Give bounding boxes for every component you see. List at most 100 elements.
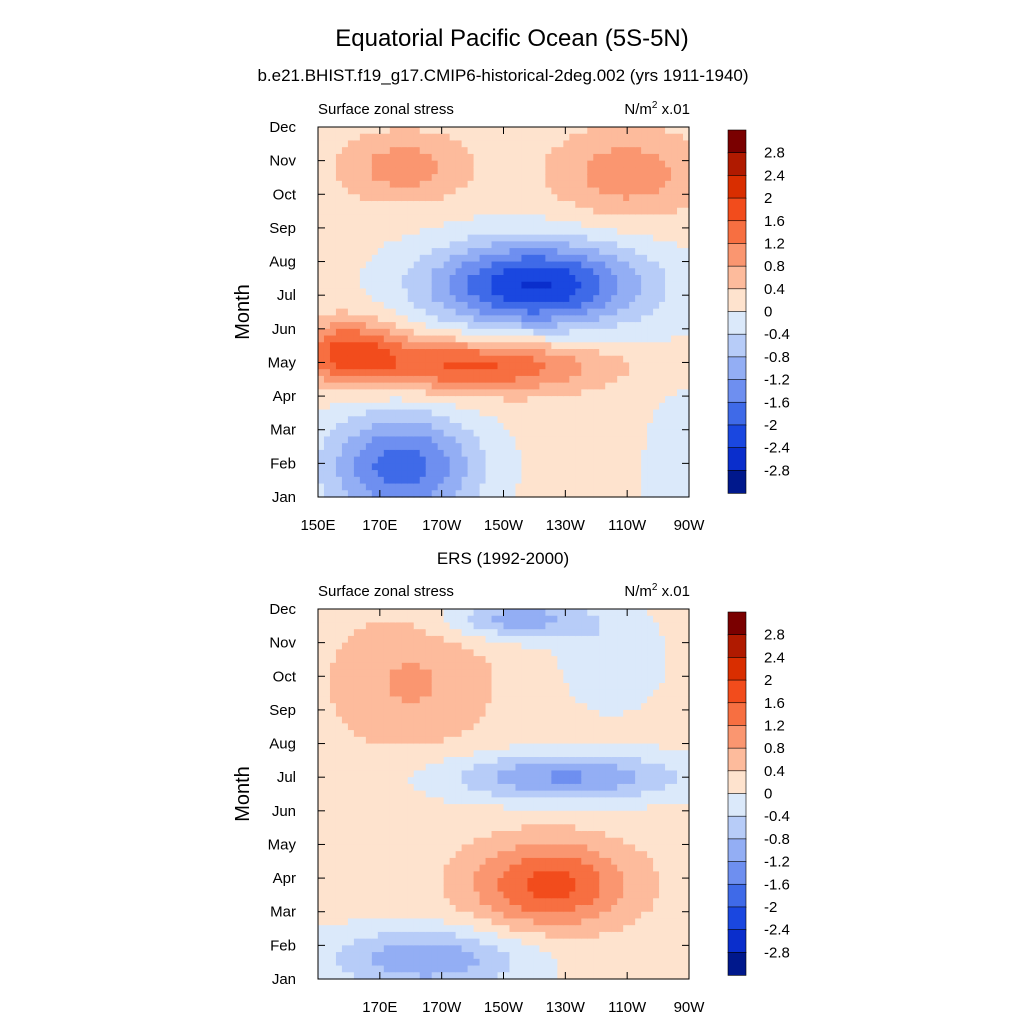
contour-cell xyxy=(377,763,385,772)
contour-cell xyxy=(509,349,517,357)
contour-cell xyxy=(365,952,373,960)
contour-cell xyxy=(641,221,648,229)
contour-cell xyxy=(419,851,427,859)
contour-cell xyxy=(611,463,618,471)
contour-cell xyxy=(335,878,343,886)
contour-cell xyxy=(371,783,379,792)
contour-cell xyxy=(323,221,331,229)
contour-cell xyxy=(365,810,373,819)
contour-cell xyxy=(617,322,624,330)
contour-cell xyxy=(443,770,451,778)
contour-cell xyxy=(377,864,385,872)
contour-cell xyxy=(371,201,379,209)
contour-cell xyxy=(329,676,337,684)
contour-cell xyxy=(515,133,523,142)
contour-cell xyxy=(347,416,355,424)
contour-cell xyxy=(365,490,373,498)
contour-cell xyxy=(318,635,325,644)
contour-cell xyxy=(365,615,373,624)
contour-cell xyxy=(557,449,564,458)
contour-cell xyxy=(455,683,463,691)
contour-cell xyxy=(569,369,576,377)
contour-cell xyxy=(335,275,343,283)
contour-cell xyxy=(329,463,337,471)
contour-cell xyxy=(365,221,373,229)
contour-cell xyxy=(647,180,654,189)
contour-cell xyxy=(461,301,469,310)
contour-cell xyxy=(413,635,421,644)
contour-cell xyxy=(617,375,624,384)
contour-cell xyxy=(371,429,379,438)
contour-cell xyxy=(318,905,325,913)
contour-cell xyxy=(347,167,355,175)
contour-cell xyxy=(443,268,451,276)
contour-cell xyxy=(533,301,540,310)
contour-cell xyxy=(635,355,642,364)
contour-cell xyxy=(407,180,415,189)
contour-cell xyxy=(365,342,373,350)
contour-cell xyxy=(461,878,469,886)
contour-cell xyxy=(545,476,552,485)
contour-cell xyxy=(437,642,445,650)
contour-cell xyxy=(623,463,630,471)
contour-cell xyxy=(353,831,361,839)
contour-cell xyxy=(473,281,481,290)
contour-cell xyxy=(407,490,415,498)
contour-cell xyxy=(509,261,517,269)
contour-cell xyxy=(467,241,475,249)
contour-cell xyxy=(389,389,397,397)
contour-cell xyxy=(461,797,469,805)
contour-cell xyxy=(371,905,379,913)
contour-cell xyxy=(527,248,535,256)
contour-cell xyxy=(347,945,355,953)
contour-cell xyxy=(635,301,642,310)
contour-cell xyxy=(593,254,600,263)
contour-cell xyxy=(425,817,433,825)
contour-cell xyxy=(341,609,349,617)
contour-cell xyxy=(551,221,558,229)
contour-cell xyxy=(629,234,636,242)
contour-cell xyxy=(377,443,385,451)
contour-cell xyxy=(461,662,469,671)
contour-cell xyxy=(395,656,403,664)
contour-cell xyxy=(377,241,385,249)
contour-cell xyxy=(461,723,469,731)
contour-cell xyxy=(347,281,355,290)
contour-cell xyxy=(401,234,409,242)
contour-cell xyxy=(365,804,373,812)
contour-cell xyxy=(353,268,361,276)
contour-cell xyxy=(575,476,582,485)
contour-cell xyxy=(527,167,535,175)
contour-cell xyxy=(575,308,582,316)
contour-cell xyxy=(527,214,535,222)
contour-cell xyxy=(461,965,469,973)
contour-cell xyxy=(467,763,475,772)
contour-cell xyxy=(407,308,415,316)
contour-cell xyxy=(329,180,337,189)
contour-cell xyxy=(527,402,535,411)
contour-cell xyxy=(683,288,690,296)
contour-cell xyxy=(473,891,481,899)
contour-cell xyxy=(443,905,451,913)
contour-cell xyxy=(671,490,678,498)
contour-cell xyxy=(629,187,636,195)
contour-cell xyxy=(641,133,648,142)
contour-cell xyxy=(329,844,337,852)
contour-cell xyxy=(383,261,391,269)
contour-cell xyxy=(449,891,457,899)
contour-cell xyxy=(467,201,475,209)
contour-cell xyxy=(401,958,409,967)
contour-cell xyxy=(371,817,379,825)
contour-cell xyxy=(455,743,463,751)
contour-cell xyxy=(581,281,588,290)
contour-cell xyxy=(467,268,475,276)
contour-cell xyxy=(635,160,642,168)
contour-cell xyxy=(347,696,355,704)
contour-cell xyxy=(557,167,564,175)
contour-cell xyxy=(527,490,535,498)
contour-cell xyxy=(383,703,391,711)
contour-cell xyxy=(323,831,331,839)
contour-cell xyxy=(677,180,684,189)
contour-cell xyxy=(599,133,606,142)
contour-cell xyxy=(335,281,343,290)
